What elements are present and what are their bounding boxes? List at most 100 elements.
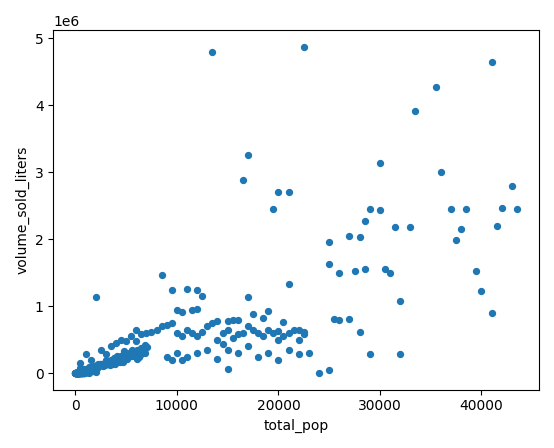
Point [136, 350, 145, 358]
Point [111, 355, 120, 362]
Point [73, 370, 82, 377]
Point [120, 348, 129, 355]
Point [138, 345, 147, 353]
Point [512, 205, 521, 212]
Point [124, 352, 132, 359]
Point [74, 370, 83, 377]
Point [360, 265, 369, 272]
Point [76, 369, 85, 376]
Point [289, 326, 298, 333]
Point [131, 351, 140, 358]
Point [106, 361, 115, 368]
Point [77, 369, 86, 376]
Point [125, 353, 134, 360]
Point [73, 370, 81, 377]
Point [284, 280, 293, 287]
Point [138, 345, 147, 352]
Point [218, 340, 227, 347]
Point [71, 370, 80, 377]
Point [79, 368, 88, 375]
Point [345, 315, 354, 323]
Point [114, 354, 122, 361]
Point [386, 270, 394, 277]
Point [71, 369, 80, 376]
Point [84, 364, 93, 371]
Point [188, 329, 197, 336]
Point [132, 355, 141, 362]
Point [279, 319, 288, 326]
Point [105, 358, 114, 365]
Point [113, 357, 122, 364]
Point [76, 370, 85, 377]
Point [73, 369, 82, 376]
Point [477, 287, 486, 294]
Point [335, 270, 343, 277]
Point [325, 238, 334, 246]
Point [188, 307, 197, 314]
Point [91, 362, 100, 370]
Point [73, 370, 82, 377]
Point [136, 351, 145, 358]
Point [79, 367, 88, 375]
Point [114, 354, 123, 361]
Point [183, 326, 192, 333]
Point [71, 370, 80, 377]
Point [183, 353, 192, 360]
Point [74, 369, 83, 376]
Point [92, 365, 101, 372]
Point [73, 369, 81, 376]
Point [244, 343, 253, 350]
Point [74, 370, 83, 377]
Point [71, 370, 80, 377]
Point [76, 368, 85, 375]
Point [72, 370, 81, 377]
Point [71, 370, 80, 377]
Point [111, 340, 120, 347]
Point [269, 329, 278, 336]
Point [284, 329, 293, 336]
Point [106, 361, 115, 368]
Point [72, 370, 81, 377]
Point [73, 370, 81, 377]
Point [76, 364, 85, 371]
Point [117, 353, 126, 361]
Point [127, 351, 136, 358]
Point [124, 353, 133, 360]
Point [84, 368, 93, 375]
Point [86, 365, 95, 372]
Point [86, 366, 95, 373]
Point [97, 362, 106, 369]
Point [75, 369, 84, 376]
Point [77, 369, 86, 376]
Point [71, 370, 80, 377]
Point [73, 370, 82, 377]
Point [75, 370, 84, 377]
Point [71, 370, 80, 377]
Point [81, 368, 90, 375]
Point [71, 370, 80, 377]
Point [73, 370, 82, 377]
Point [85, 365, 94, 372]
Point [73, 369, 82, 376]
Point [95, 362, 104, 369]
Point [162, 322, 171, 329]
Point [103, 358, 112, 365]
Point [76, 370, 85, 377]
Point [82, 368, 91, 375]
Point [74, 370, 83, 377]
Point [96, 362, 105, 369]
Point [71, 370, 80, 377]
Point [109, 358, 118, 366]
Point [87, 363, 96, 370]
Point [74, 369, 83, 376]
Point [142, 329, 151, 336]
Point [167, 319, 176, 327]
Point [172, 349, 181, 357]
Point [85, 368, 94, 375]
Point [126, 351, 135, 358]
Point [109, 360, 117, 367]
Point [193, 349, 202, 357]
Point [456, 225, 465, 232]
Point [238, 329, 247, 336]
Point [452, 237, 460, 244]
